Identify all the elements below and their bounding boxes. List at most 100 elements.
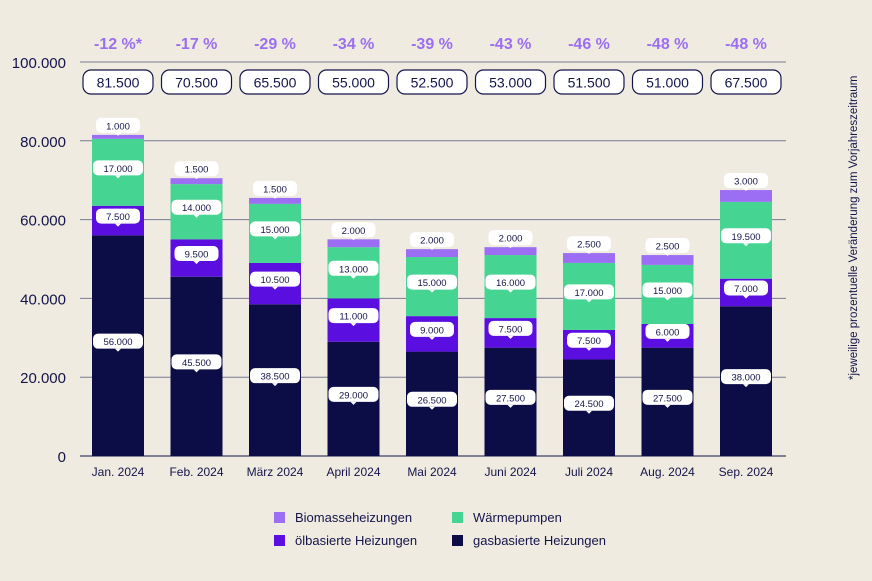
legend-label: gasbasierte Heizungen <box>473 533 606 548</box>
data-label-pointer <box>350 275 357 279</box>
total-box <box>160 69 233 95</box>
data-label: 6.000 <box>656 327 680 338</box>
data-label-pill <box>485 389 536 405</box>
legend-label: Wärmepumpen <box>473 510 562 525</box>
change-label: -48 % <box>647 36 689 53</box>
data-label-pill <box>250 221 300 237</box>
data-label: 14.000 <box>182 203 211 214</box>
data-label: 2.000 <box>342 226 366 237</box>
legend-item-biomass: Biomasseheizungen <box>274 510 452 525</box>
data-label: 1.000 <box>106 121 130 132</box>
data-label-pill <box>253 180 297 196</box>
data-label-pill <box>564 284 614 300</box>
data-label: 15.000 <box>260 225 289 236</box>
data-label: 2.000 <box>420 236 444 247</box>
data-label-pill <box>328 308 379 324</box>
data-label-pill <box>328 260 379 276</box>
data-label-pill <box>96 117 140 133</box>
bar-segment <box>720 190 772 202</box>
data-label: 7.500 <box>499 324 523 335</box>
change-label: -29 % <box>254 36 296 53</box>
data-label: 2.500 <box>656 242 680 253</box>
data-label-pill <box>174 161 219 177</box>
data-label-pointer <box>193 261 200 265</box>
data-label-pill <box>567 236 611 252</box>
data-label: 3.000 <box>734 177 758 188</box>
bar-segment <box>327 239 380 248</box>
data-label-pointer <box>664 404 671 408</box>
data-label-pill <box>645 323 690 339</box>
data-label-pointer <box>350 237 357 241</box>
data-label: 10.500 <box>260 275 289 286</box>
change-label: -48 % <box>725 36 767 53</box>
x-tick-label: Feb. 2024 <box>169 465 223 479</box>
data-label: 26.500 <box>417 395 446 406</box>
data-label: 9.500 <box>185 250 209 261</box>
legend-swatch <box>452 535 463 546</box>
data-label-pointer <box>586 299 592 303</box>
data-label-pill <box>407 391 457 407</box>
data-label-pill <box>564 395 614 411</box>
legend: Biomasseheizungen Wärmepumpen ölbasierte… <box>274 510 632 548</box>
data-label: 15.000 <box>653 286 682 297</box>
x-tick-label: Juni 2024 <box>484 465 536 479</box>
data-label-pill <box>328 386 379 402</box>
legend-swatch <box>452 512 463 523</box>
data-label: 38.500 <box>260 372 289 383</box>
x-tick-label: Juli 2024 <box>565 465 613 479</box>
data-label-pointer <box>743 295 749 299</box>
data-label-pointer <box>507 245 514 249</box>
total-label: 51.500 <box>568 75 611 91</box>
total-box <box>631 69 704 95</box>
total-label: 52.500 <box>411 75 454 91</box>
data-label-pointer <box>507 289 514 293</box>
x-tick-label: Aug. 2024 <box>640 465 695 479</box>
data-label-pointer <box>586 347 592 351</box>
bar-segment <box>641 255 694 265</box>
data-label: 1.500 <box>263 184 287 195</box>
y-tick-label: 0 <box>58 449 66 466</box>
data-label: 7.000 <box>734 284 758 295</box>
data-label: 29.000 <box>339 390 368 401</box>
data-label-pill <box>724 280 768 296</box>
y-tick-label: 40.000 <box>20 291 66 308</box>
x-tick-label: Mai 2024 <box>407 465 457 479</box>
bar-segment <box>406 249 458 258</box>
data-label-pointer <box>664 253 671 257</box>
data-label: 11.000 <box>339 312 367 323</box>
data-label-pointer <box>586 251 592 255</box>
total-label: 65.500 <box>254 75 297 91</box>
data-label: 56.000 <box>103 337 132 348</box>
data-label-pill <box>642 389 693 405</box>
change-label: -12 %* <box>94 36 143 53</box>
data-label-pill <box>407 274 457 290</box>
change-label: -43 % <box>490 36 532 53</box>
y-tick-label: 20.000 <box>20 370 66 387</box>
data-label: 2.500 <box>577 240 601 251</box>
x-tick-label: Sep. 2024 <box>719 465 774 479</box>
data-label-pill <box>93 333 143 349</box>
legend-swatch <box>274 535 285 546</box>
data-label-pointer <box>115 175 121 179</box>
data-label: 19.500 <box>731 232 760 243</box>
bar-segment <box>249 197 301 204</box>
data-label-pointer <box>429 336 435 340</box>
data-label-pointer <box>115 132 121 136</box>
total-label: 55.000 <box>332 75 375 91</box>
total-box <box>239 69 311 95</box>
data-label-pointer <box>272 286 278 290</box>
data-label-pointer <box>115 223 121 227</box>
data-label-pill <box>171 354 222 370</box>
legend-item-heat-pumps: Wärmepumpen <box>452 510 632 525</box>
change-label: -34 % <box>333 36 375 53</box>
total-box <box>710 69 782 95</box>
data-label-pointer <box>429 289 435 293</box>
change-label: -39 % <box>411 36 453 53</box>
y-tick-label: 80.000 <box>20 134 66 151</box>
x-tick-label: März 2024 <box>247 465 304 479</box>
data-label-pointer <box>272 383 278 387</box>
legend-item-oil: ölbasierte Heizungen <box>274 533 452 548</box>
total-box <box>396 69 468 95</box>
total-box <box>553 69 625 95</box>
